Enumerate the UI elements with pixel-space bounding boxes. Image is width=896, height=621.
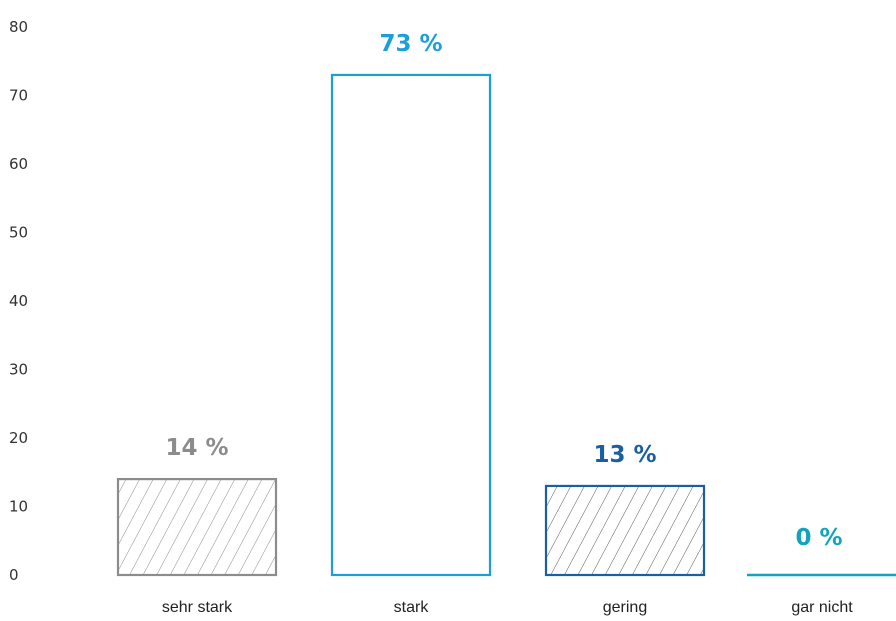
y-tick-label: 20: [9, 429, 28, 447]
y-tick-label: 60: [9, 155, 28, 173]
x-category-label: stark: [394, 599, 430, 616]
data-labels-group: 14 % 73 % 13 % 0 %: [165, 31, 842, 551]
y-tick-label: 0: [9, 566, 19, 584]
y-tick-label: 50: [9, 224, 28, 242]
y-tick-label: 10: [9, 498, 28, 516]
x-category-label: sehr stark: [162, 599, 233, 616]
bar-sehr-stark: [116, 478, 278, 577]
y-tick-label: 80: [9, 18, 28, 36]
y-axis-ticks: 0 10 20 30 40 50 60 70 80: [9, 18, 28, 584]
data-label: 13 %: [593, 442, 656, 468]
y-tick-label: 30: [9, 361, 28, 379]
bars-group: [116, 73, 896, 577]
y-tick-label: 70: [9, 87, 28, 105]
data-label: 0 %: [795, 525, 842, 551]
x-category-label: gar nicht: [791, 599, 853, 616]
bar-stark: [330, 73, 492, 577]
x-category-label: gering: [603, 599, 647, 616]
data-label: 73 %: [379, 31, 442, 57]
data-label: 14 %: [165, 435, 228, 461]
bar-gering: [544, 484, 706, 577]
x-axis-labels: sehr stark stark gering gar nicht: [162, 599, 853, 616]
y-tick-label: 40: [9, 292, 28, 310]
